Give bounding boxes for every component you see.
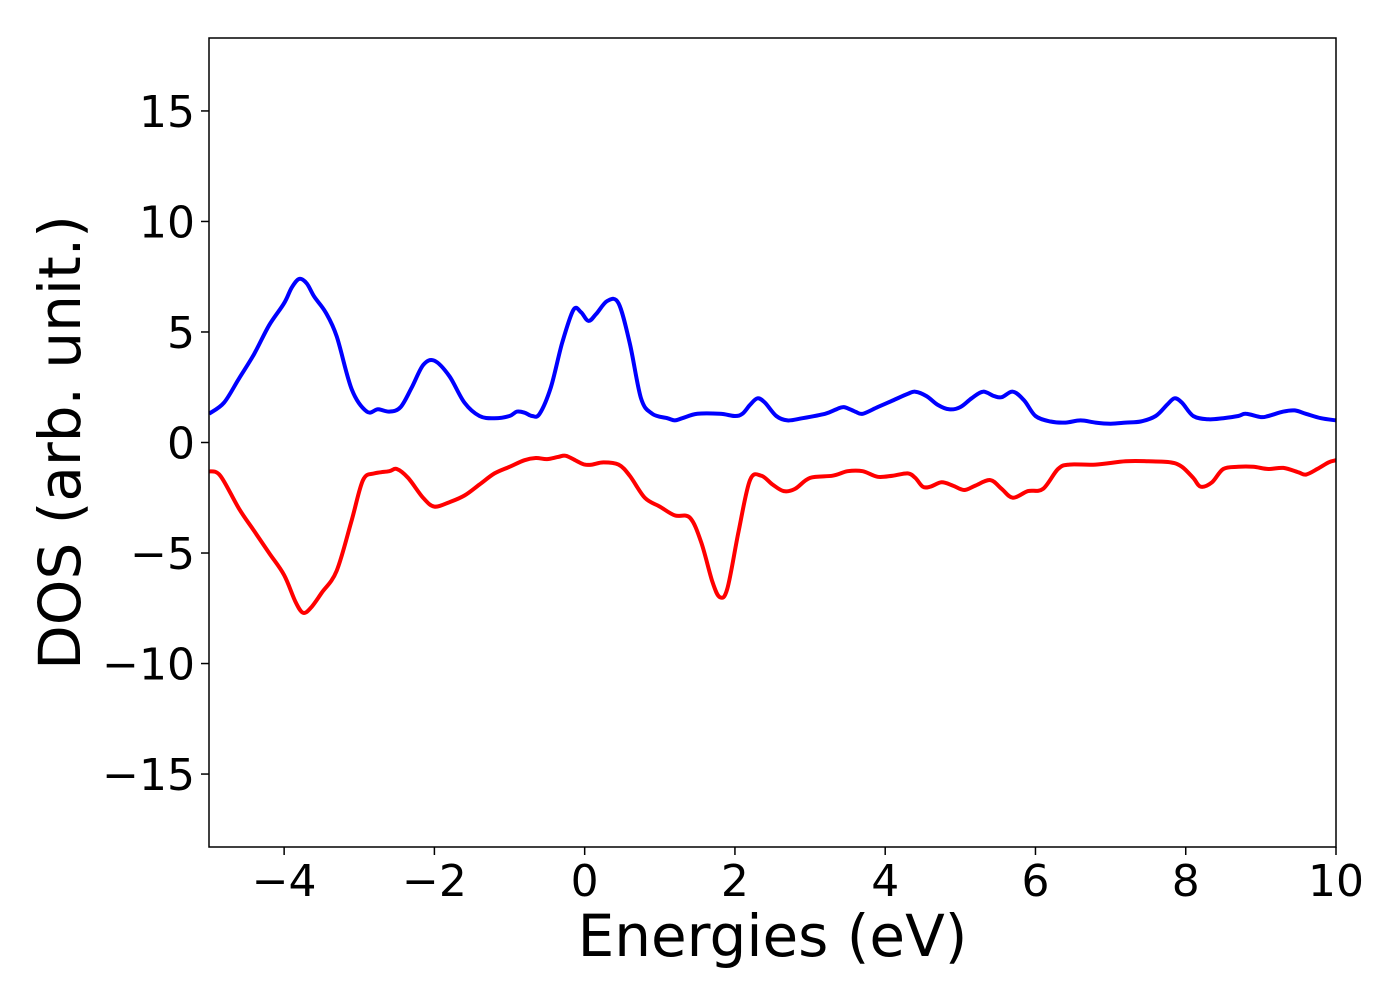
y-tick-label: 10 — [139, 197, 195, 248]
y-axis-ticks: −15 −10 −5 0 5 10 15 — [102, 87, 209, 801]
dos-line-blue — [209, 276, 1336, 426]
y-tick-label: 15 — [139, 87, 195, 138]
y-tick-label: 0 — [167, 419, 195, 470]
x-axis-ticks: −4 −2 0 2 4 6 8 10 — [252, 847, 1364, 907]
x-tick-label: 0 — [571, 856, 599, 907]
x-tick-label: 4 — [871, 856, 899, 907]
y-tick-label: −15 — [102, 750, 195, 801]
y-tick-label: 5 — [167, 308, 195, 359]
x-tick-label: 10 — [1308, 856, 1364, 907]
plot-frame — [208, 37, 1337, 848]
x-tick-label: −4 — [252, 856, 317, 907]
x-axis-title: Energies (eV) — [578, 902, 968, 970]
series-lines — [209, 276, 1336, 615]
dos-line-red — [209, 453, 1336, 615]
y-tick-label: −10 — [102, 640, 195, 691]
x-tick-label: −2 — [402, 856, 467, 907]
y-axis-title: DOS (arb. unit.) — [26, 215, 94, 670]
x-tick-label: 6 — [1021, 856, 1049, 907]
y-tick-label: −5 — [130, 529, 195, 580]
x-tick-label: 2 — [721, 856, 749, 907]
x-tick-label: 8 — [1172, 856, 1200, 907]
